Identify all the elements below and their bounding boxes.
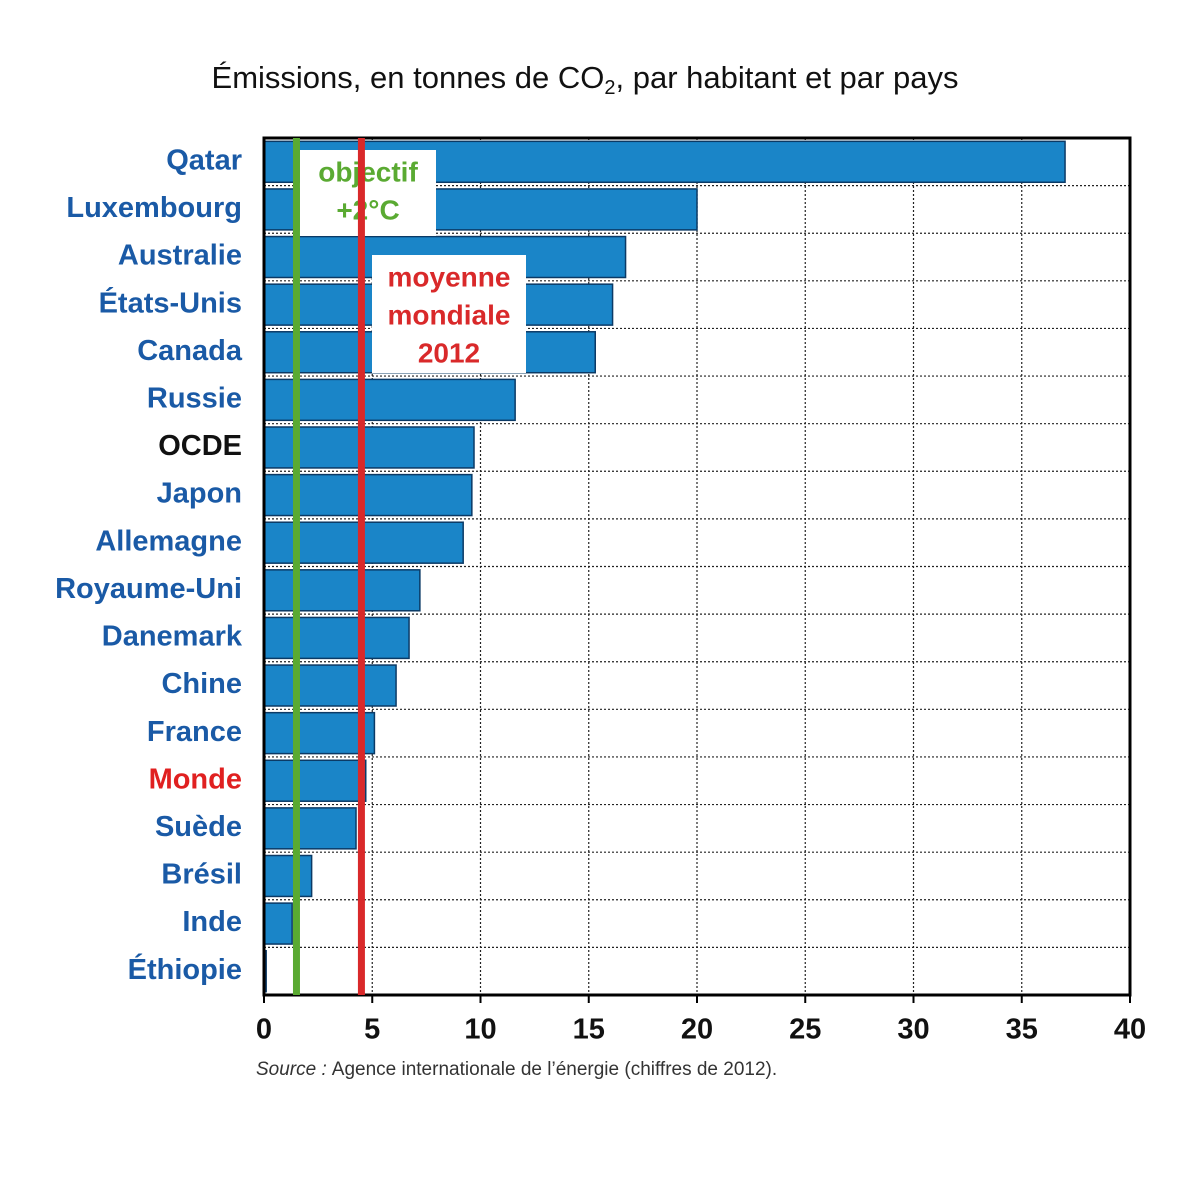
y-tick-label: Russie — [147, 383, 242, 415]
x-tick-label: 0 — [256, 1014, 272, 1046]
y-tick-label: Chine — [161, 668, 242, 700]
bar — [263, 807, 357, 850]
x-tick-label: 25 — [789, 1014, 821, 1046]
y-tick-label: France — [147, 716, 242, 748]
x-tick-label: 15 — [573, 1014, 605, 1046]
y-tick-label: Allemagne — [95, 525, 242, 557]
bar — [263, 664, 397, 707]
annotation-text: 2012 — [418, 337, 480, 368]
source-text: Agence internationale de l’énergie (chif… — [332, 1059, 777, 1080]
y-tick-label: Canada — [137, 335, 243, 367]
chart-title: Émissions, en tonnes de CO2, par habitan… — [212, 60, 959, 99]
bar — [263, 569, 421, 612]
x-tick-label: 30 — [897, 1014, 929, 1046]
annotation-text: moyenne — [388, 261, 511, 292]
y-tick-label: Danemark — [102, 621, 243, 653]
bar — [263, 759, 367, 802]
bar — [263, 711, 376, 755]
title-part: , par habitant et par pays — [616, 60, 959, 95]
x-tick-label: 5 — [364, 1014, 380, 1046]
annotation-box — [300, 150, 436, 236]
y-tick-label: Luxembourg — [66, 192, 242, 224]
annotation-text: +2°C — [336, 194, 399, 225]
annotation-box — [372, 255, 526, 373]
y-tick-label: Royaume-Uni — [55, 573, 242, 605]
x-tick-label: 20 — [681, 1014, 713, 1046]
x-tick-label: 35 — [1006, 1014, 1038, 1046]
x-tick-label: 10 — [464, 1014, 496, 1046]
bar — [263, 854, 313, 898]
source: Source : Agence internationale de l’énerg… — [256, 1059, 777, 1080]
y-tick-label: Japon — [157, 478, 242, 510]
y-tick-label: Brésil — [161, 859, 242, 891]
y-tick-label: Monde — [149, 763, 242, 795]
annotation-text: mondiale — [388, 299, 511, 330]
plot-frame — [262, 136, 1132, 997]
x-tick-label: 40 — [1114, 1014, 1146, 1046]
source-label: Source : — [256, 1059, 327, 1080]
y-tick-label: Qatar — [166, 144, 242, 176]
y-tick-label: États-Unis — [99, 285, 242, 319]
y-tick-label: Australie — [118, 240, 242, 272]
bar — [263, 902, 293, 945]
y-tick-label: Inde — [182, 906, 242, 938]
title-part: Émissions, en tonnes de CO — [212, 60, 605, 95]
y-tick-label: Suède — [155, 811, 242, 843]
y-tick-label: OCDE — [158, 430, 242, 462]
bar — [263, 378, 516, 422]
title-subscript: 2 — [604, 77, 615, 99]
bar — [263, 616, 410, 660]
y-tick-label: Éthiopie — [128, 952, 242, 986]
annotation-text: objectif — [318, 156, 418, 187]
